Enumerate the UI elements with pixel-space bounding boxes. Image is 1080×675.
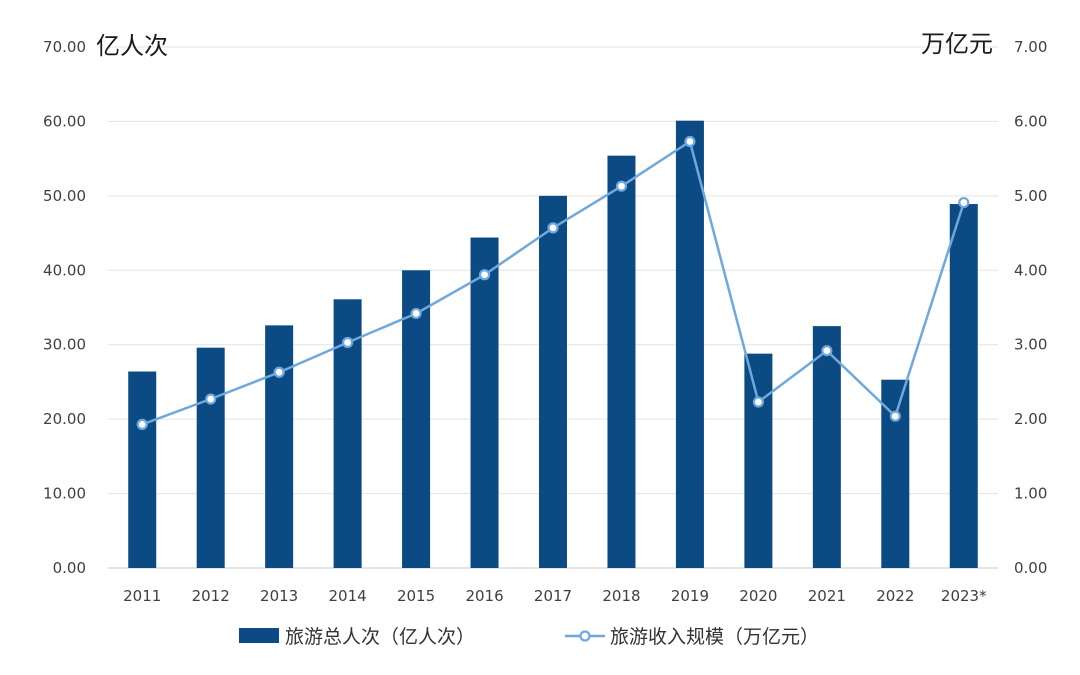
line-point xyxy=(273,366,285,378)
left-y-tick-label: 70.00 xyxy=(43,38,86,56)
left-y-tick-label: 60.00 xyxy=(43,112,86,130)
left-y-tick-label: 10.00 xyxy=(43,485,86,503)
x-tick-label: 2015 xyxy=(397,587,435,605)
x-tick-label: 2023* xyxy=(941,587,987,605)
left-y-tick-label: 30.00 xyxy=(43,336,86,354)
right-y-tick-label: 5.00 xyxy=(1014,187,1047,205)
left-y-tick-label: 20.00 xyxy=(43,410,86,428)
right-y-tick-label: 6.00 xyxy=(1014,112,1047,130)
legend: 旅游总人次（亿人次） 旅游收入规模（万亿元） xyxy=(239,626,819,648)
bar xyxy=(675,120,704,568)
left-y-tick-label: 0.00 xyxy=(53,559,86,577)
line-point xyxy=(684,135,696,148)
bar xyxy=(470,237,499,568)
line-point xyxy=(821,345,833,357)
legend-bar-label: 旅游总人次（亿人次） xyxy=(285,626,475,648)
bar xyxy=(402,270,431,568)
x-tick-label: 2011 xyxy=(123,587,161,605)
line-point xyxy=(752,396,764,408)
line-point xyxy=(478,269,491,281)
right-y-tick-label: 3.00 xyxy=(1014,336,1047,354)
right-y-tick-label: 0.00 xyxy=(1014,559,1047,577)
x-tick-label: 2019 xyxy=(671,587,709,605)
legend-line-label: 旅游收入规模（万亿元） xyxy=(610,626,819,648)
bar xyxy=(744,353,773,568)
right-y-tick-label: 1.00 xyxy=(1014,485,1047,503)
line-point xyxy=(958,196,970,209)
bar xyxy=(539,195,567,568)
legend-line-marker xyxy=(579,630,591,642)
line-point xyxy=(615,180,628,192)
left-y-tick-label: 40.00 xyxy=(43,261,86,279)
x-tick-label: 2021 xyxy=(808,587,846,605)
bar xyxy=(128,371,157,568)
bar xyxy=(196,347,225,568)
left-axis-unit-label: 亿人次 xyxy=(96,32,168,60)
line-point xyxy=(889,410,901,422)
axes: 0.00 10.00 20.00 30.00 40.00 50.00 60.00 70.00 0… xyxy=(43,38,1047,605)
bar xyxy=(812,326,841,568)
line-point xyxy=(547,222,559,234)
bar xyxy=(949,204,978,568)
x-tick-label: 2018 xyxy=(602,587,640,605)
line-point xyxy=(342,336,354,349)
right-y-tick-label: 4.00 xyxy=(1014,261,1047,279)
left-y-tick-label: 50.00 xyxy=(43,187,86,205)
right-axis-unit-label: 万亿元 xyxy=(921,30,993,58)
x-tick-label: 2022 xyxy=(876,587,914,605)
x-tick-label: 2016 xyxy=(465,587,503,605)
legend-bar-swatch xyxy=(239,628,279,643)
x-tick-label: 2013 xyxy=(260,587,298,605)
x-tick-label: 2014 xyxy=(329,587,367,605)
line-point xyxy=(136,418,148,430)
line-series xyxy=(136,135,970,430)
x-tick-label: 2017 xyxy=(534,587,572,605)
line-point xyxy=(410,307,422,320)
right-y-tick-label: 2.00 xyxy=(1014,410,1047,428)
bar xyxy=(265,325,294,568)
x-tick-label: 2012 xyxy=(192,587,230,605)
bar-series xyxy=(128,120,978,568)
right-y-tick-label: 7.00 xyxy=(1014,38,1047,56)
bar xyxy=(607,155,636,568)
line-point xyxy=(205,393,217,405)
x-tick-label: 2020 xyxy=(739,587,777,605)
